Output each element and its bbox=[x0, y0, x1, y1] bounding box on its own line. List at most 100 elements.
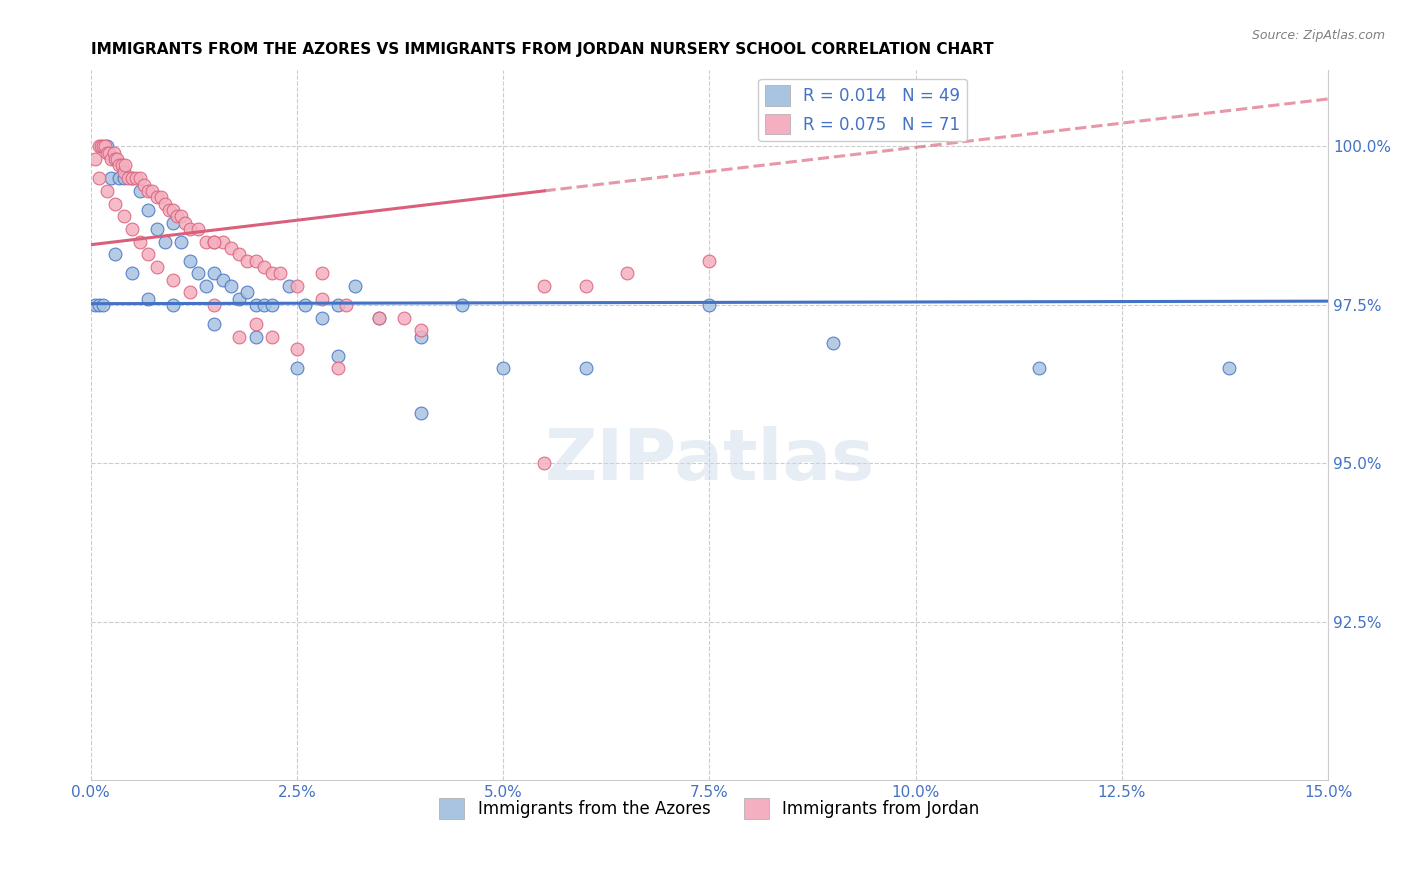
Point bbox=[157, 202, 180, 217]
Point bbox=[91, 298, 114, 312]
Point bbox=[277, 279, 299, 293]
Point bbox=[112, 165, 135, 179]
Point bbox=[153, 235, 176, 249]
Point bbox=[285, 343, 308, 357]
Point bbox=[83, 152, 105, 166]
Point bbox=[392, 310, 415, 325]
Point bbox=[285, 361, 308, 376]
Point bbox=[103, 145, 125, 160]
Point bbox=[100, 152, 122, 166]
Point bbox=[202, 317, 225, 331]
Point bbox=[96, 184, 118, 198]
Point bbox=[145, 222, 167, 236]
Point bbox=[166, 209, 188, 223]
Point bbox=[409, 329, 432, 343]
Point bbox=[104, 196, 127, 211]
Point bbox=[162, 202, 184, 217]
Point bbox=[343, 279, 366, 293]
Point bbox=[87, 139, 110, 153]
Point bbox=[294, 298, 316, 312]
Point bbox=[195, 279, 218, 293]
Point bbox=[575, 279, 598, 293]
Point bbox=[117, 171, 139, 186]
Point bbox=[211, 272, 233, 286]
Point bbox=[138, 292, 160, 306]
Point bbox=[179, 285, 201, 300]
Point bbox=[326, 349, 349, 363]
Point bbox=[219, 279, 242, 293]
Point bbox=[114, 159, 136, 173]
Point bbox=[311, 310, 333, 325]
Point bbox=[145, 190, 167, 204]
Point bbox=[121, 171, 143, 186]
Point bbox=[111, 159, 134, 173]
Point bbox=[121, 266, 143, 280]
Point bbox=[179, 222, 201, 236]
Text: IMMIGRANTS FROM THE AZORES VS IMMIGRANTS FROM JORDAN NURSERY SCHOOL CORRELATION : IMMIGRANTS FROM THE AZORES VS IMMIGRANTS… bbox=[90, 42, 993, 57]
Point bbox=[89, 139, 111, 153]
Point bbox=[97, 145, 120, 160]
Point bbox=[170, 209, 193, 223]
Point bbox=[179, 253, 201, 268]
Point bbox=[149, 190, 172, 204]
Point bbox=[236, 253, 259, 268]
Point bbox=[162, 298, 184, 312]
Point bbox=[138, 247, 160, 261]
Point bbox=[262, 329, 284, 343]
Point bbox=[125, 171, 148, 186]
Point bbox=[202, 235, 225, 249]
Point bbox=[202, 235, 225, 249]
Point bbox=[269, 266, 291, 280]
Point bbox=[492, 361, 515, 376]
Point bbox=[228, 247, 250, 261]
Point bbox=[121, 171, 143, 186]
Point bbox=[112, 209, 135, 223]
Point bbox=[174, 215, 197, 229]
Point bbox=[94, 139, 117, 153]
Point bbox=[129, 171, 152, 186]
Point bbox=[228, 292, 250, 306]
Text: ZIPatlas: ZIPatlas bbox=[544, 426, 875, 495]
Point bbox=[699, 253, 721, 268]
Point bbox=[1028, 361, 1050, 376]
Point bbox=[141, 184, 163, 198]
Point bbox=[121, 222, 143, 236]
Point bbox=[285, 279, 308, 293]
Legend: Immigrants from the Azores, Immigrants from Jordan: Immigrants from the Azores, Immigrants f… bbox=[433, 791, 986, 825]
Point bbox=[823, 335, 845, 350]
Point bbox=[187, 222, 209, 236]
Point bbox=[129, 235, 152, 249]
Point bbox=[170, 235, 193, 249]
Point bbox=[311, 292, 333, 306]
Point bbox=[245, 329, 267, 343]
Point bbox=[87, 171, 110, 186]
Point bbox=[245, 317, 267, 331]
Point bbox=[1218, 361, 1240, 376]
Point bbox=[699, 298, 721, 312]
Point bbox=[83, 298, 105, 312]
Point bbox=[187, 266, 209, 280]
Point bbox=[368, 310, 391, 325]
Text: Source: ZipAtlas.com: Source: ZipAtlas.com bbox=[1251, 29, 1385, 42]
Point bbox=[451, 298, 474, 312]
Point bbox=[91, 139, 114, 153]
Point bbox=[104, 247, 127, 261]
Point bbox=[533, 279, 555, 293]
Point bbox=[335, 298, 357, 312]
Point bbox=[253, 298, 276, 312]
Point bbox=[108, 171, 131, 186]
Point bbox=[105, 152, 128, 166]
Point bbox=[108, 159, 131, 173]
Point bbox=[368, 310, 391, 325]
Point bbox=[100, 171, 122, 186]
Point bbox=[245, 298, 267, 312]
Point bbox=[104, 152, 127, 166]
Point bbox=[211, 235, 233, 249]
Point bbox=[236, 285, 259, 300]
Point bbox=[616, 266, 638, 280]
Point bbox=[104, 152, 127, 166]
Point bbox=[262, 298, 284, 312]
Point bbox=[134, 178, 156, 192]
Point bbox=[162, 215, 184, 229]
Point bbox=[575, 361, 598, 376]
